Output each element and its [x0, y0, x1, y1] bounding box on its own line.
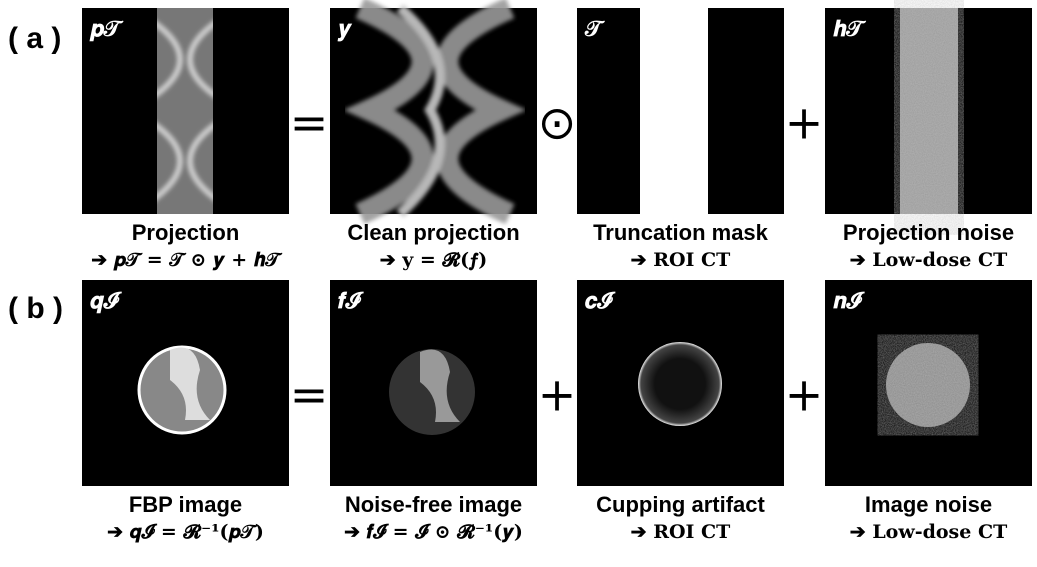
caption: Clean projection: [347, 220, 519, 245]
caption: Truncation mask: [593, 220, 769, 245]
panel-label: 𝒚: [337, 16, 353, 42]
caption: Projection noise: [843, 220, 1014, 245]
panel-label: 𝒯: [584, 16, 605, 42]
row-b: ( b ): [8, 280, 1032, 486]
formula: ➔ Low-dose CT: [850, 521, 1007, 543]
mask-side: [708, 8, 784, 214]
panel-label: 𝒒𝓘: [90, 288, 123, 314]
caption: FBP image: [129, 492, 242, 517]
cup-disk: [638, 342, 722, 426]
formula: ➔ 𝒒𝓘 = 𝓡⁻¹(𝒑𝒯): [107, 521, 264, 543]
operator: =: [290, 96, 329, 150]
caption: Image noise: [865, 492, 992, 517]
caption: Noise-free image: [345, 492, 522, 517]
caption: Projection: [132, 220, 240, 245]
organ: [170, 347, 210, 420]
operator: +: [538, 368, 577, 422]
formula: ➔ 𝒑𝒯 = 𝒯 ⊙ 𝒚 + 𝒉𝒯: [91, 249, 283, 271]
formula: ➔ Low-dose CT: [850, 249, 1007, 271]
row-a: ( a ): [8, 0, 1032, 225]
row-tag: ( b ): [8, 292, 63, 325]
panel-label: 𝒏𝓘: [833, 288, 865, 314]
sinusoids: [157, 20, 213, 201]
organ: [420, 349, 460, 422]
formula: ➔ ROI CT: [631, 249, 731, 271]
sinusoids: [343, 0, 527, 225]
panel-label: 𝒉𝒯: [833, 16, 866, 42]
operator: +: [785, 96, 824, 150]
formula: ➔ ROI CT: [631, 521, 731, 543]
row-tag: ( a ): [8, 22, 61, 55]
operator: ⊙: [538, 96, 577, 150]
mask-side: [577, 8, 640, 214]
panel-label: 𝒇𝓘: [337, 288, 365, 314]
formula: ➔ 𝒇𝓘 = 𝓘 ⊙ 𝓡⁻¹(𝒚): [344, 521, 523, 543]
panel-label: 𝒄𝓘: [585, 288, 616, 314]
operator: =: [290, 368, 329, 422]
noise: [886, 343, 970, 427]
operator: +: [785, 368, 824, 422]
noise: [900, 8, 958, 214]
caption: Cupping artifact: [596, 492, 765, 517]
sinogram: [157, 8, 213, 214]
formula: ➔ 𝐲 = 𝓡(𝒇): [380, 249, 488, 271]
panel-label: 𝒑𝒯: [89, 16, 124, 42]
